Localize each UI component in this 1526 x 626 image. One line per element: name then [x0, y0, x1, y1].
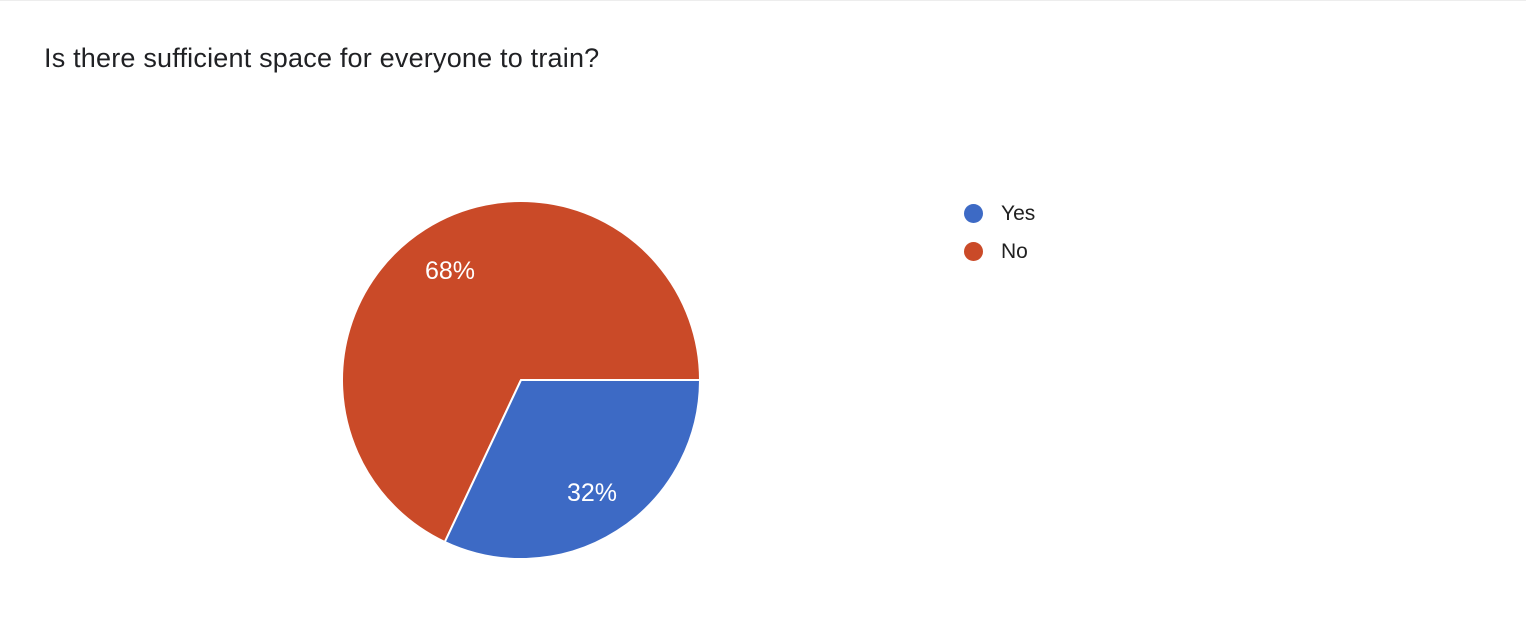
- legend-item-no: No: [964, 232, 1035, 270]
- pie-label-no: 68%: [425, 257, 475, 285]
- legend-swatch-yes-icon: [964, 203, 983, 223]
- legend-swatch-no-icon: [964, 241, 983, 261]
- legend-label-no: No: [1001, 239, 1028, 263]
- chart-legend: Yes No: [964, 194, 1035, 270]
- legend-label-yes: Yes: [1001, 201, 1036, 225]
- pie-slice-yes[interactable]: [443, 379, 701, 561]
- pie-label-yes: 32%: [567, 479, 617, 507]
- pie-chart: 68% 32%: [341, 200, 701, 561]
- legend-item-yes: Yes: [964, 194, 1035, 232]
- question-title: Is there sufficient space for everyone t…: [44, 43, 600, 73]
- pie-slice-no[interactable]: [341, 200, 701, 543]
